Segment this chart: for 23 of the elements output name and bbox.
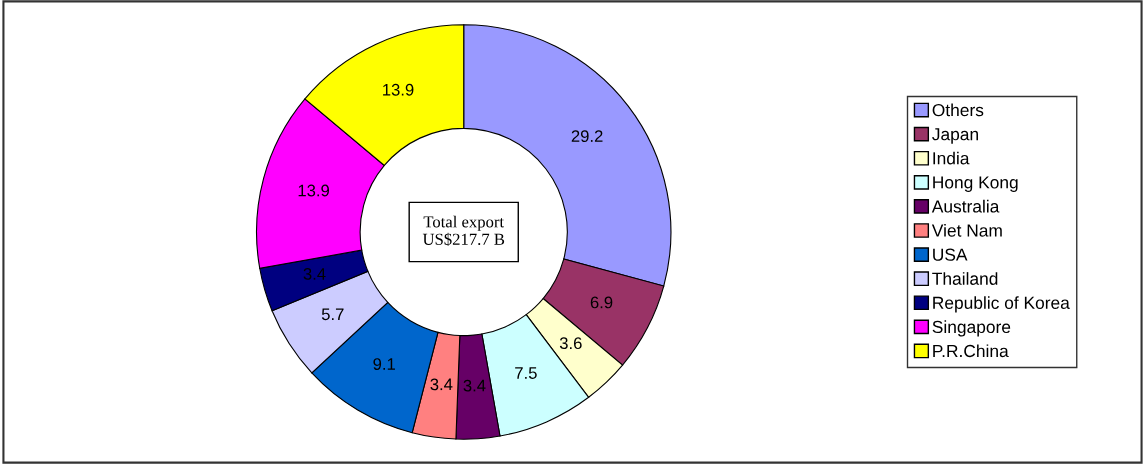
legend-label: Viet Nam [931,223,1002,237]
legend-label: Australia [931,199,1000,213]
data-label: 13.9 [383,83,414,96]
legend-label: Hong Kong [933,176,1018,192]
legend-label: Japan [932,128,978,144]
data-label: 5.7 [321,308,344,321]
data-label: 3.4 [303,268,326,280]
text: Total export US$217.7 B [422,215,505,246]
legend-label: P.R.China [933,344,1009,358]
data-label: 9.1 [373,358,395,370]
legend-label: Singapore [932,320,1011,337]
data-label: 6.9 [590,296,613,309]
legend-label: Others [932,103,984,117]
data-label: 7.5 [515,367,537,379]
data-label: 3.4 [430,378,453,391]
data-label: 29.2 [571,130,603,143]
data-label: 3.4 [463,379,486,392]
data-label: 3.6 [559,337,582,350]
data-label: 13.9 [298,184,330,197]
legend-label: USA [933,248,968,261]
legend-label: Republic of Korea [933,296,1070,313]
legend-label: India [933,151,970,165]
legend-label: Thailand [932,272,998,285]
